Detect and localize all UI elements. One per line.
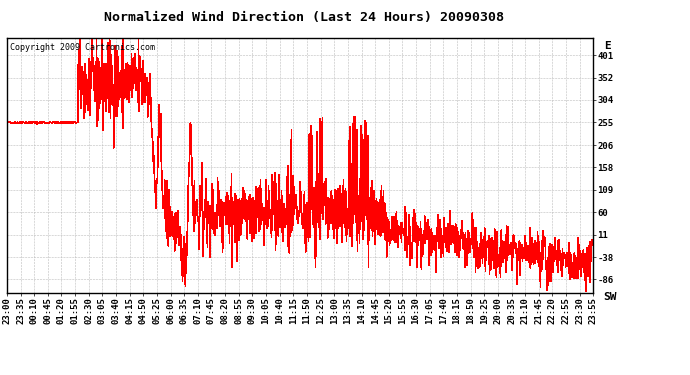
Text: E: E: [604, 41, 611, 51]
Text: SW: SW: [604, 292, 618, 303]
Text: Normalized Wind Direction (Last 24 Hours) 20090308: Normalized Wind Direction (Last 24 Hours…: [104, 11, 504, 24]
Text: Copyright 2009 Cartronics.com: Copyright 2009 Cartronics.com: [10, 43, 155, 52]
